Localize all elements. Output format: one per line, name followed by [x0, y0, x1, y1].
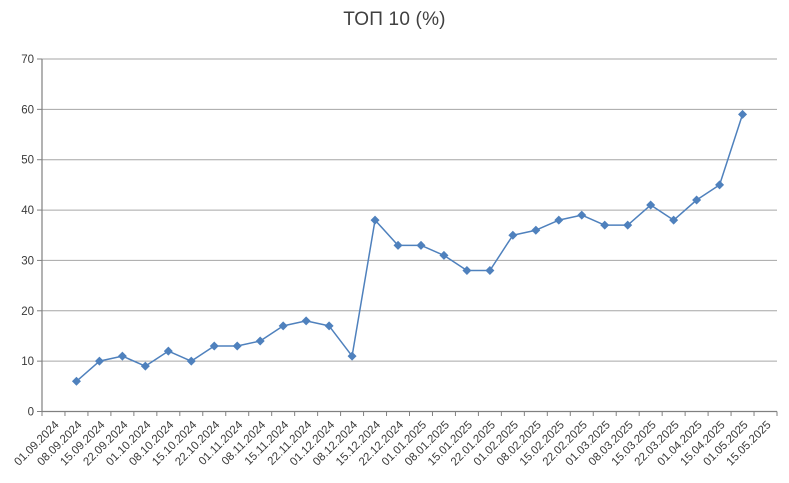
data-point-marker — [462, 265, 472, 276]
data-point-marker — [646, 200, 656, 210]
y-axis-label: 10 — [21, 356, 34, 368]
data-point-marker — [209, 341, 219, 351]
data-point-marker — [416, 240, 426, 250]
data-point-marker — [117, 351, 127, 361]
y-axis-label: 30 — [21, 255, 34, 267]
data-point-marker — [278, 321, 288, 331]
data-point-marker — [163, 346, 173, 356]
data-point-marker — [370, 215, 380, 225]
data-point-marker — [531, 225, 541, 235]
data-point-marker — [347, 351, 357, 361]
data-point-marker — [324, 321, 334, 331]
data-point-marker — [669, 215, 679, 225]
data-point-marker — [692, 195, 702, 205]
data-point-marker — [393, 240, 403, 250]
y-axis-label: 20 — [21, 306, 34, 318]
data-point-marker — [554, 215, 564, 225]
data-point-marker — [301, 316, 311, 326]
data-point-marker — [623, 220, 633, 230]
y-axis-label: 0 — [28, 407, 34, 419]
data-point-marker — [140, 361, 150, 371]
data-point-marker — [232, 341, 242, 351]
data-point-marker — [439, 250, 449, 260]
y-axis-label: 50 — [21, 155, 34, 167]
data-point-marker — [508, 230, 518, 240]
data-point-marker — [485, 265, 495, 276]
y-axis-label: 70 — [21, 54, 34, 66]
data-point-marker — [715, 180, 725, 190]
data-point-marker — [600, 220, 610, 230]
series-line — [75, 114, 744, 382]
data-point-marker — [738, 109, 748, 119]
chart-title: ТОП 10 (%) — [343, 9, 446, 30]
data-point-marker — [255, 336, 265, 346]
data-point-marker — [94, 356, 104, 366]
data-point-marker — [577, 210, 587, 220]
y-axis-label: 40 — [21, 205, 34, 217]
data-point-marker — [186, 356, 196, 366]
y-axis-label: 60 — [21, 104, 34, 116]
data-point-marker — [71, 376, 81, 386]
